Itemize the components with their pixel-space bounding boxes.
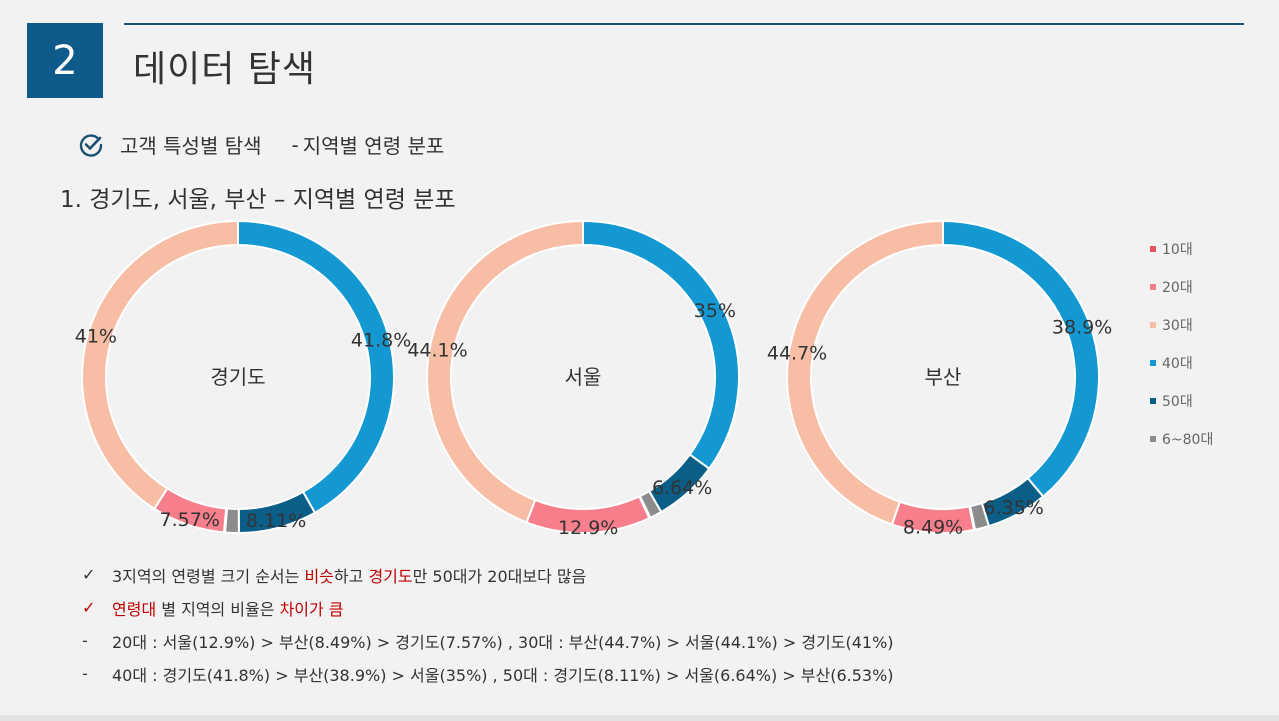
chart-title: 경기도 — [210, 365, 265, 389]
chart-legend: 10대 20대 30대 40대 50대 6~80대 — [1150, 230, 1213, 458]
legend-label: 10대 — [1162, 242, 1193, 258]
chart-title: 서울 — [565, 365, 602, 389]
legend-item: 10대 — [1150, 230, 1213, 268]
checkmark-icon: ✓ — [82, 565, 96, 584]
subheader-desc: 지역별 연령 분포 — [302, 134, 445, 158]
bullet-text: 40대 : 경기도(41.8%) > 부산(38.9%) > 서울(35%) ,… — [112, 665, 894, 685]
legend-label: 30대 — [1162, 318, 1193, 334]
donut-chart-1: 서울 12.9% 44.1% 35% 6.64% — [407, 219, 740, 539]
legend-item: 50대 — [1150, 382, 1213, 420]
legend-item: 20대 — [1150, 268, 1213, 306]
header-divider — [124, 23, 1244, 25]
legend-swatch — [1150, 436, 1156, 442]
legend-label: 6~80대 — [1162, 432, 1214, 448]
bullet-text: 3지역의 연령별 크기 순서는 비슷하고 경기도만 50대가 20대보다 많음 — [112, 566, 587, 586]
data-label-20대: 7.57% — [160, 509, 220, 531]
section-number-badge: 2 — [27, 23, 103, 98]
bullet-line: ✓ 연령대 별 지역의 비율은 차이가 큼 — [82, 591, 894, 624]
bullet-line: - 20대 : 서울(12.9%) > 부산(8.49%) > 경기도(7.57%… — [82, 624, 894, 657]
summary-bullets: ✓ 3지역의 연령별 크기 순서는 비슷하고 경기도만 50대가 20대보다 많음… — [82, 558, 894, 690]
legend-item: 40대 — [1150, 344, 1213, 382]
data-label-40대: 41.8% — [351, 329, 411, 351]
checkmark-icon: ✓ — [82, 598, 96, 617]
subheader: 고객 특성별 탐색 - 지역별 연령 분포 — [78, 130, 444, 159]
legend-swatch — [1150, 398, 1156, 404]
chart-title: 부산 — [925, 365, 962, 389]
subheader-label: 고객 특성별 탐색 — [120, 134, 262, 158]
section-title: 1. 경기도, 서울, 부산 – 지역별 연령 분포 — [60, 187, 456, 213]
subheader-separator: - — [291, 132, 299, 157]
slice-30대 — [426, 219, 584, 524]
data-label-30대: 41% — [75, 326, 117, 348]
legend-item: 30대 — [1150, 306, 1213, 344]
legend-swatch — [1150, 246, 1156, 252]
data-label-20대: 12.9% — [558, 517, 618, 539]
bullet-text: 연령대 별 지역의 비율은 차이가 큼 — [112, 599, 344, 619]
legend-swatch — [1150, 322, 1156, 328]
data-label-40대: 35% — [694, 300, 736, 322]
legend-swatch — [1150, 360, 1156, 366]
legend-swatch — [1150, 284, 1156, 290]
dash-bullet: - — [82, 664, 88, 683]
dash-bullet: - — [82, 631, 88, 650]
page-title: 데이터 탐색 — [133, 49, 317, 90]
data-label-40대: 38.9% — [1052, 316, 1112, 338]
donut-chart-2: 부산 8.49% 44.7% 38.9% 6.35% — [767, 219, 1112, 539]
section-number: 2 — [52, 37, 78, 84]
donut-chart-0: 경기도 7.57% 41% 41.8% 8.11% — [75, 219, 411, 535]
legend-item: 6~80대 — [1150, 420, 1213, 458]
slice-40대 — [942, 219, 1100, 498]
data-label-30대: 44.7% — [767, 342, 827, 364]
data-label-20대: 8.49% — [903, 517, 963, 539]
data-label-30대: 44.1% — [407, 340, 467, 362]
check-circle-icon — [79, 133, 103, 157]
legend-label: 50대 — [1162, 394, 1193, 410]
data-label-50대: 8.11% — [246, 510, 306, 532]
bullet-text: 20대 : 서울(12.9%) > 부산(8.49%) > 경기도(7.57%)… — [112, 632, 894, 652]
bottom-bar — [0, 715, 1279, 721]
data-label-50대: 6.35% — [984, 497, 1044, 519]
slice-30대 — [786, 219, 944, 526]
slice-40대 — [582, 219, 740, 471]
data-label-50대: 6.64% — [652, 477, 712, 499]
bullet-line: - 40대 : 경기도(41.8%) > 부산(38.9%) > 서울(35%) … — [82, 657, 894, 690]
slice-30대 — [81, 219, 239, 511]
legend-label: 40대 — [1162, 356, 1193, 372]
legend-label: 20대 — [1162, 280, 1193, 296]
bullet-line: ✓ 3지역의 연령별 크기 순서는 비슷하고 경기도만 50대가 20대보다 많음 — [82, 558, 894, 591]
